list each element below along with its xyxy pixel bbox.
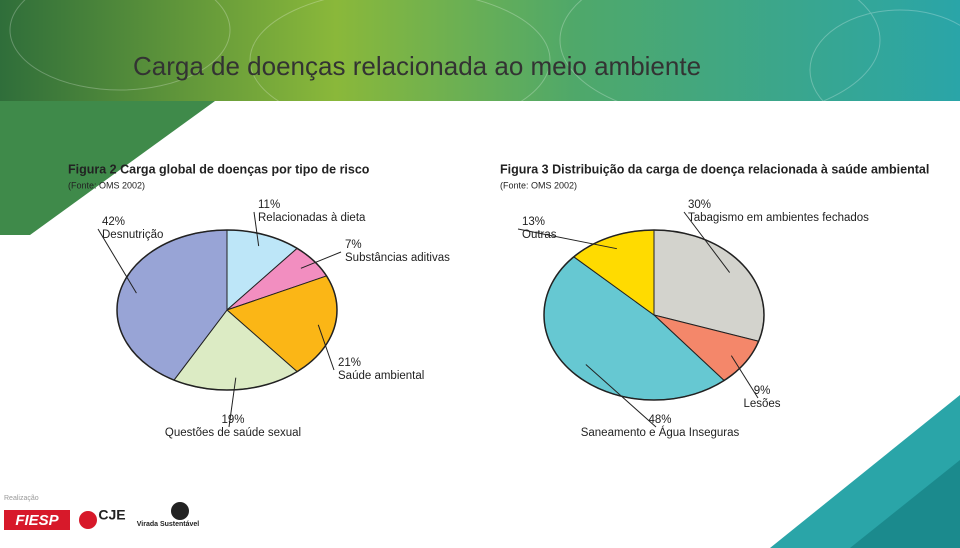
chart-subtitle: (Fonte: OMS 2002) (500, 180, 577, 190)
leader-line (300, 251, 342, 269)
category-label: Substâncias aditivas (345, 252, 450, 264)
category-label: Saneamento e Água Inseguras (581, 426, 740, 439)
leader-line (253, 211, 260, 247)
leader-line (730, 355, 759, 399)
category-label: Outras (522, 229, 557, 241)
value-label: 30% (688, 199, 711, 211)
value-label: 42% (102, 216, 125, 228)
pie-outline (543, 229, 765, 401)
pie-outline (116, 229, 338, 391)
leaf-pattern (9, 0, 960, 131)
value-label: 13% (522, 216, 545, 228)
corner-shape (0, 101, 215, 235)
leader-line (683, 211, 731, 273)
value-label: 7% (345, 239, 362, 251)
value-label: 11% (258, 199, 280, 211)
value-label: 9% (754, 385, 771, 397)
value-label: 48% (648, 414, 671, 426)
category-label: Tabagismo em ambientes fechados (688, 212, 869, 224)
leader-line (97, 228, 137, 294)
slide-title: Carga de doenças relacionada ao meio amb… (133, 51, 701, 81)
corner-shape (850, 460, 960, 548)
category-label: Saúde ambiental (338, 370, 424, 382)
category-label: Lesões (743, 398, 780, 410)
footer-label: Realização (4, 495, 39, 502)
leader-line (228, 377, 237, 428)
value-label: 21% (338, 357, 361, 369)
value-label: 19% (221, 414, 244, 426)
chart-title: Figura 2 Carga global de doenças por tip… (68, 162, 370, 176)
logo-text: Virada Sustentável (137, 521, 200, 528)
leader-line (317, 324, 335, 371)
category-label: Questões de saúde sexual (165, 427, 301, 439)
logo-icon (79, 511, 97, 529)
logo-icon (171, 502, 189, 520)
logo (4, 510, 70, 530)
chart-subtitle: (Fonte: OMS 2002) (68, 180, 145, 190)
chart-title: Figura 3 Distribuição da carga de doença… (500, 162, 929, 176)
logo-text: CJE (98, 507, 125, 523)
leader-line (517, 228, 617, 250)
logo-text: FIESP (15, 512, 59, 529)
category-label: Relacionadas à dieta (258, 212, 366, 224)
category-label: Desnutrição (102, 229, 163, 241)
banner (0, 0, 960, 101)
